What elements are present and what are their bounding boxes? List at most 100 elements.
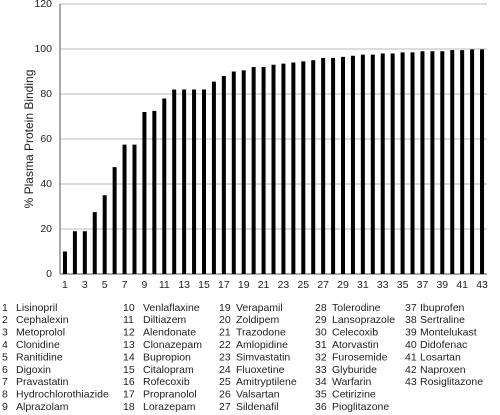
key-number: 31 — [315, 339, 327, 351]
key-number: 5 — [2, 351, 8, 363]
x-tick-label: 27 — [317, 279, 329, 291]
key-name: Sertraline — [420, 314, 465, 326]
key-name: Didofenac — [420, 339, 467, 351]
bar — [231, 71, 236, 274]
key-name: Warfarin — [332, 376, 371, 388]
key-name: Cetirizine — [332, 389, 376, 401]
key-name: Propranolol — [143, 389, 197, 401]
x-tick-label: 9 — [141, 279, 147, 291]
key-number: 38 — [405, 314, 417, 326]
key-name: Trazodone — [236, 327, 286, 339]
key-number: 18 — [123, 401, 135, 413]
key-number: 14 — [123, 351, 135, 363]
bar — [380, 53, 385, 274]
bar — [370, 54, 375, 274]
bar — [410, 52, 415, 274]
x-tick-label: 43 — [476, 279, 488, 291]
bar — [82, 231, 87, 274]
x-tick-label: 35 — [397, 279, 409, 291]
key-number: 32 — [315, 351, 327, 363]
key-name: Fluoxetine — [236, 364, 285, 376]
key-name: Verapamil — [236, 302, 283, 314]
bar — [271, 64, 276, 274]
y-axis-label: % Plasma Protein Binding — [22, 70, 36, 209]
bar — [360, 54, 365, 274]
x-tick-label: 7 — [122, 279, 128, 291]
key-name: Venlaflaxine — [143, 302, 200, 314]
key-name: Naproxen — [420, 364, 466, 376]
bar — [211, 81, 216, 274]
key-name: Pioglitazone — [332, 401, 389, 413]
x-tick-label: 15 — [198, 279, 210, 291]
key-name: Atorvastin — [332, 339, 379, 351]
x-tick-label: 19 — [238, 279, 250, 291]
key-number: 35 — [315, 389, 327, 401]
key-number: 19 — [219, 302, 231, 314]
x-tick-label: 21 — [258, 279, 270, 291]
bar — [440, 51, 445, 274]
y-tick-label: 100 — [34, 43, 52, 55]
y-tick-label: 120 — [34, 0, 52, 10]
key-number: 40 — [405, 339, 417, 351]
key-name: Alprazolam — [16, 401, 69, 413]
key-number: 36 — [315, 401, 327, 413]
bar — [102, 195, 107, 274]
bar — [221, 76, 226, 274]
key-name: Rosiglitazone — [420, 376, 483, 388]
bar — [261, 67, 266, 274]
bar — [92, 212, 97, 274]
bar — [122, 144, 127, 274]
bar — [152, 110, 157, 274]
x-tick-label: 39 — [436, 279, 448, 291]
key-name: Celecoxib — [332, 327, 378, 339]
key-number: 43 — [405, 376, 417, 388]
key-number: 11 — [123, 314, 134, 326]
bar — [241, 70, 246, 274]
key-name: Glyburide — [332, 364, 377, 376]
bar — [112, 167, 117, 274]
key-number: 39 — [405, 327, 417, 339]
x-tick-label: 31 — [357, 279, 369, 291]
key-name: Lorazepam — [143, 401, 196, 413]
bar — [162, 98, 167, 274]
bar — [460, 50, 465, 274]
key-name: Tolerodine — [332, 302, 381, 314]
key-number: 15 — [123, 364, 135, 376]
key-name: Metoprolol — [16, 327, 65, 339]
bar — [480, 49, 485, 275]
key-number: 29 — [315, 314, 327, 326]
bar — [400, 52, 405, 274]
bar — [291, 62, 296, 274]
key-name: Clonidine — [16, 339, 60, 351]
bar — [201, 89, 206, 274]
key-number: 16 — [123, 376, 135, 388]
key-name: Cephalexin — [16, 314, 69, 326]
key-name: Amlopidine — [236, 339, 288, 351]
x-tick-label: 23 — [278, 279, 290, 291]
key-number: 6 — [2, 364, 8, 376]
key-name: Lisinopril — [16, 302, 57, 314]
x-tick-label: 33 — [377, 279, 389, 291]
key-name: Simvastatin — [236, 351, 290, 363]
key-name: Furosemide — [332, 351, 388, 363]
key-name: Alendonate — [143, 327, 196, 339]
key-number: 41 — [405, 351, 417, 363]
key-name: Montelukast — [420, 327, 477, 339]
key-number: 10 — [123, 302, 135, 314]
key-number: 20 — [219, 314, 231, 326]
bar — [390, 53, 395, 274]
key-number: 30 — [315, 327, 327, 339]
bar — [470, 49, 475, 275]
bar — [172, 89, 177, 274]
bar — [341, 56, 346, 274]
bar — [430, 51, 435, 274]
key-number: 26 — [219, 389, 231, 401]
key-name: Hydrochlorothiazide — [16, 389, 109, 401]
x-tick-label: 3 — [82, 279, 88, 291]
key-number: 2 — [2, 314, 8, 326]
key-number: 34 — [315, 376, 327, 388]
x-tick-label: 17 — [218, 279, 230, 291]
key-name: Diltiazem — [143, 314, 186, 326]
key-name: Citalopram — [143, 364, 194, 376]
